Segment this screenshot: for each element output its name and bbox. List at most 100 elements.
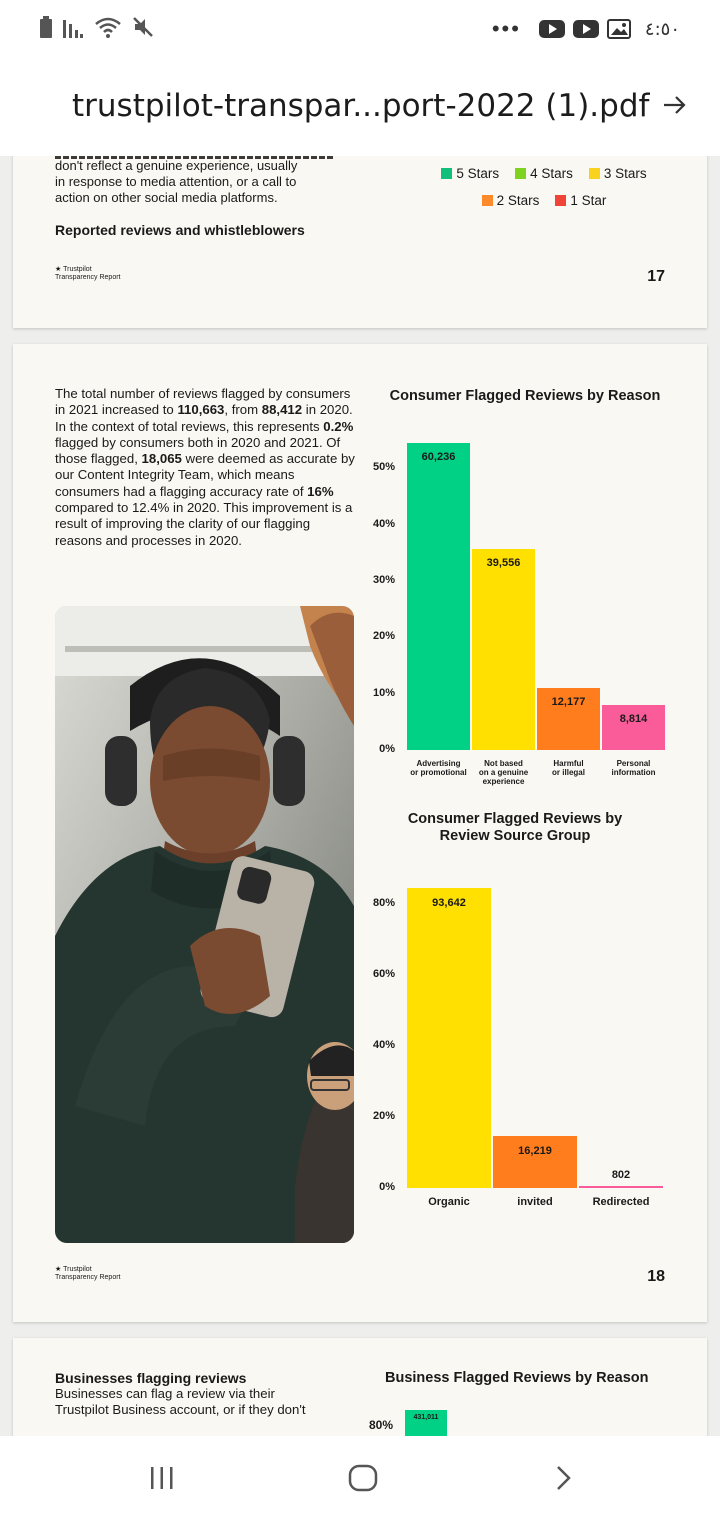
bar xyxy=(407,887,491,1188)
pdf-header: trustpilot-transpar...port-2022 (1).pdf xyxy=(0,60,720,156)
chart-title: Business Flagged Reviews by Reason xyxy=(385,1370,649,1386)
y-axis-tick: 80% xyxy=(372,897,395,909)
category-label-line: experience xyxy=(482,777,525,786)
pdf-page-17: don't reflect a genuine experience, usua… xyxy=(13,156,707,328)
text-line: Trustpilot Business account, or if they … xyxy=(55,1402,306,1418)
chart-title-line: Review Source Group xyxy=(439,828,591,844)
legend-label: 3 Stars xyxy=(603,166,647,181)
mute-icon xyxy=(133,17,153,37)
chart-title: Consumer Flagged Reviews by Review Sourc… xyxy=(385,811,645,845)
category-label: Not based on a genuine experience xyxy=(470,759,537,786)
legend-swatch xyxy=(588,168,600,179)
star-icon: ★ xyxy=(55,1266,62,1273)
pdf-viewer[interactable]: don't reflect a genuine experience, usua… xyxy=(0,156,720,1436)
trustpilot-logo: ★ Trustpilot Transparency Report xyxy=(55,1266,121,1282)
category-label-line: information xyxy=(611,768,656,777)
category-label: Organic xyxy=(428,1196,470,1208)
page18-paragraph: The total number of reviews flagged by c… xyxy=(55,386,355,549)
text-line: action on other social media platforms. xyxy=(55,190,278,205)
signal-icon xyxy=(63,20,83,38)
y-axis-tick: 20% xyxy=(372,630,395,643)
chart-title-line: Consumer Flagged Reviews by xyxy=(407,811,623,827)
brand-subtitle: Transparency Report xyxy=(55,274,121,281)
page17-paragraph: don't reflect a genuine experience, usua… xyxy=(55,158,345,206)
category-label: Personal information xyxy=(600,759,667,777)
recent-apps-icon[interactable] xyxy=(148,1464,176,1492)
highlighted-figure: 0.2% xyxy=(323,418,354,434)
bar xyxy=(407,443,470,750)
y-axis-tick: 10% xyxy=(372,686,395,699)
youtube-icon xyxy=(538,20,565,38)
bar-value-label: 39,556 xyxy=(486,556,521,569)
text-run: compared to 12.4% in 2020. This improvem… xyxy=(55,500,353,548)
photo-illustration xyxy=(55,606,354,1243)
category-label-line: on a genuine xyxy=(478,768,529,777)
pdf-page-18: The total number of reviews flagged by c… xyxy=(13,344,707,1322)
chart-title: Consumer Flagged Reviews by Reason xyxy=(389,388,661,404)
category-label-line: Harmful xyxy=(553,759,584,768)
text-run: were deemed as accurate by our Content I… xyxy=(55,451,355,499)
bar-value-label: 8,814 xyxy=(619,712,648,725)
page19-paragraph: Businesses can flag a review via their T… xyxy=(55,1386,355,1419)
legend-label: 2 Stars xyxy=(496,193,540,208)
text-line: don't reflect a genuine experience, usua… xyxy=(55,158,298,173)
back-chevron-icon[interactable] xyxy=(554,1464,574,1492)
bar xyxy=(602,704,665,750)
star-icon: ★ xyxy=(55,266,62,273)
open-with-arrow-icon[interactable] xyxy=(662,92,688,118)
text-run: in 2020. In the context of total reviews… xyxy=(55,402,353,434)
y-axis-tick: 20% xyxy=(372,1110,395,1122)
category-label-line: Advertising xyxy=(416,759,461,768)
bar-value-label: 12,177 xyxy=(551,696,586,708)
trustpilot-logo: ★ Trustpilot Transparency Report xyxy=(55,266,121,282)
bar xyxy=(472,548,535,750)
highlighted-figure: 110,663 xyxy=(177,402,225,418)
person-with-phone-photo xyxy=(55,606,354,1243)
legend-label: 4 Stars xyxy=(530,166,573,181)
category-label-line: Personal xyxy=(616,759,651,768)
y-axis-tick: 0% xyxy=(379,1181,395,1193)
category-label: invited xyxy=(517,1196,553,1208)
section-heading: Businesses flagging reviews xyxy=(55,1370,247,1386)
category-label-line: or promotional xyxy=(410,768,467,777)
category-label-line: Not based xyxy=(484,759,523,768)
bar-value-label: 431,011 xyxy=(413,1414,439,1421)
battery-icon xyxy=(40,16,52,38)
legend-item: 5 Stars xyxy=(441,166,499,181)
pdf-page-19: Businesses flagging reviews Businesses c… xyxy=(13,1338,707,1436)
legend-label: 5 Stars xyxy=(456,166,500,181)
y-axis-tick: 80% xyxy=(368,1418,393,1432)
text-run: The total number of reviews flagged by c… xyxy=(55,386,351,418)
chart-legend: 5 Stars 4 Stars 3 Stars 2 Stars 1 Star xyxy=(409,166,679,220)
bar-value-label: 802 xyxy=(611,1168,631,1181)
text-line: Businesses can flag a review via their xyxy=(55,1386,275,1401)
bar-value-label: 93,642 xyxy=(432,896,466,909)
file-name: trustpilot-transpar...port-2022 (1).pdf xyxy=(72,88,650,124)
home-icon[interactable] xyxy=(348,1464,378,1492)
text-run: flagged by consumers both in 2020 and 20… xyxy=(55,434,341,467)
legend-swatch xyxy=(555,195,567,206)
y-axis-tick: 0% xyxy=(379,743,395,755)
legend-swatch xyxy=(441,168,453,179)
highlighted-figure: 16% xyxy=(307,483,334,499)
bar-value-label: 16,219 xyxy=(518,1144,552,1157)
clock: ٤:٥٠ xyxy=(644,18,680,40)
bar xyxy=(537,688,600,750)
y-axis-tick: 60% xyxy=(372,968,395,980)
highlighted-figure: 88,412 xyxy=(261,402,303,418)
bar xyxy=(493,1135,577,1188)
youtube-icon xyxy=(572,20,599,38)
section-heading: Reported reviews and whistleblowers xyxy=(55,222,305,238)
category-label: Advertising or promotional xyxy=(405,759,472,777)
category-label: Redirected xyxy=(592,1196,650,1208)
legend-swatch xyxy=(515,168,527,179)
legend-item: 4 Stars xyxy=(515,166,573,181)
page-number: 18 xyxy=(647,1268,665,1285)
bar-value-label: 60,236 xyxy=(421,451,456,464)
more-notifications-icon: ••• xyxy=(491,16,521,41)
brand-subtitle: Transparency Report xyxy=(55,1274,121,1281)
brand-name: Trustpilot xyxy=(63,266,92,273)
page-number: 17 xyxy=(647,268,665,285)
legend-label: 1 Star xyxy=(570,193,607,208)
bar xyxy=(579,1185,663,1188)
